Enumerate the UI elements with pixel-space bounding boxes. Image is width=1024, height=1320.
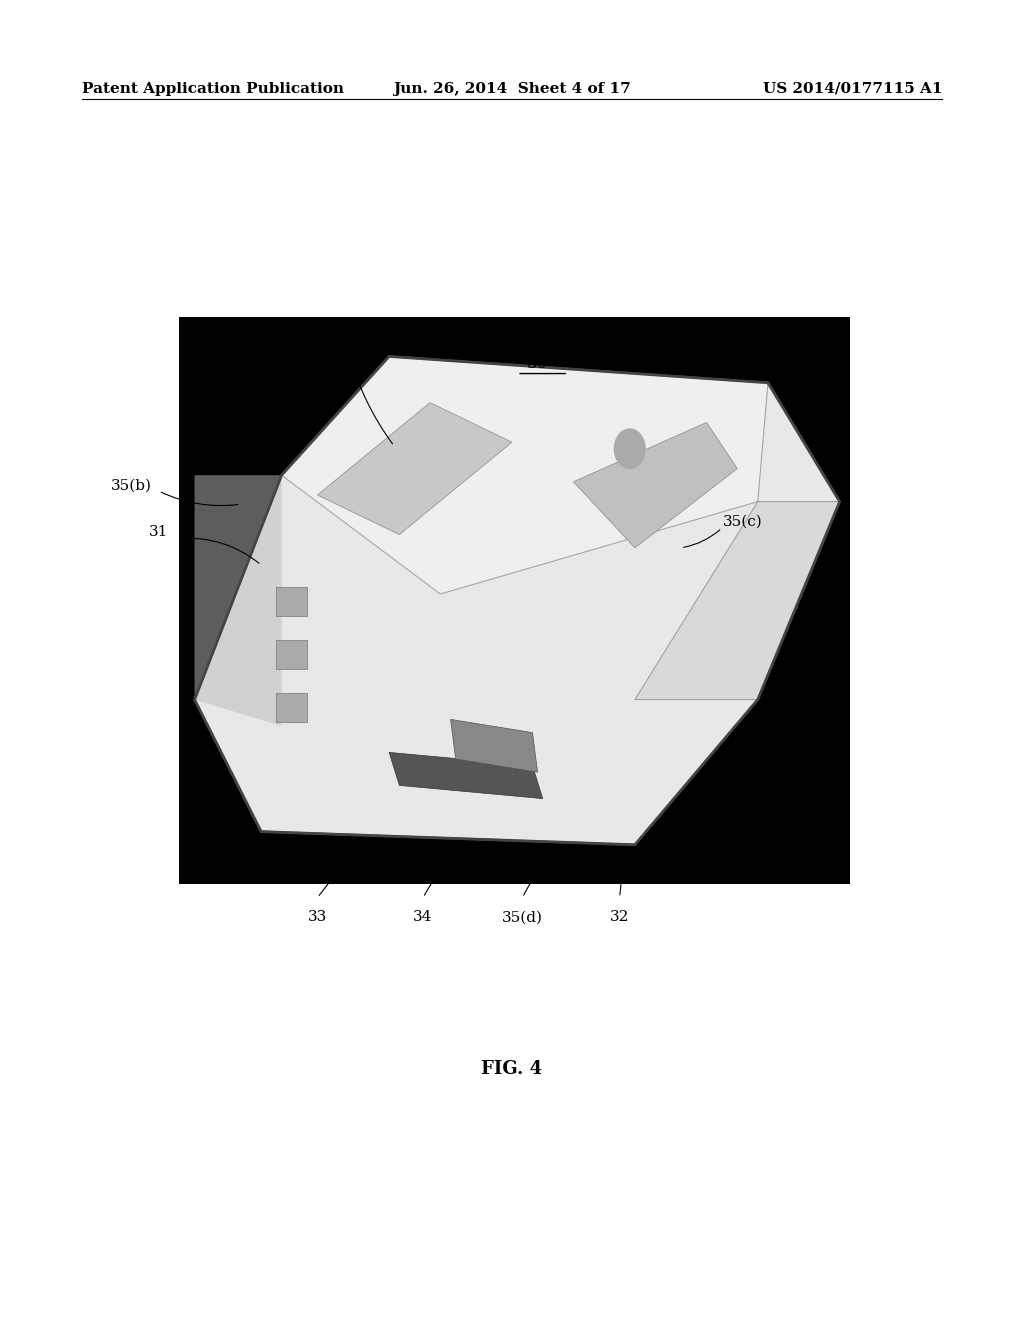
Polygon shape — [317, 403, 512, 535]
Polygon shape — [635, 502, 840, 700]
Bar — [179, 317, 850, 884]
Circle shape — [614, 429, 645, 469]
Bar — [276, 693, 307, 722]
Polygon shape — [282, 356, 768, 594]
Text: 31: 31 — [150, 525, 168, 539]
Polygon shape — [451, 719, 538, 772]
Polygon shape — [389, 752, 543, 799]
Text: 35(a): 35(a) — [312, 330, 353, 343]
Bar — [276, 640, 307, 669]
Text: 34: 34 — [414, 911, 432, 924]
Text: 35(c): 35(c) — [723, 515, 762, 528]
Text: Jun. 26, 2014  Sheet 4 of 17: Jun. 26, 2014 Sheet 4 of 17 — [393, 82, 631, 96]
Polygon shape — [195, 356, 840, 845]
Text: FIG. 4: FIG. 4 — [481, 1060, 543, 1078]
Polygon shape — [573, 422, 737, 548]
Text: 35(b): 35(b) — [111, 479, 152, 492]
Bar — [276, 587, 307, 616]
Text: 33: 33 — [308, 911, 327, 924]
Text: 35(d): 35(d) — [502, 911, 543, 924]
Text: 30: 30 — [527, 355, 548, 371]
Text: 32: 32 — [610, 911, 629, 924]
Text: Patent Application Publication: Patent Application Publication — [82, 82, 344, 96]
Polygon shape — [195, 475, 282, 726]
Text: US 2014/0177115 A1: US 2014/0177115 A1 — [763, 82, 942, 96]
